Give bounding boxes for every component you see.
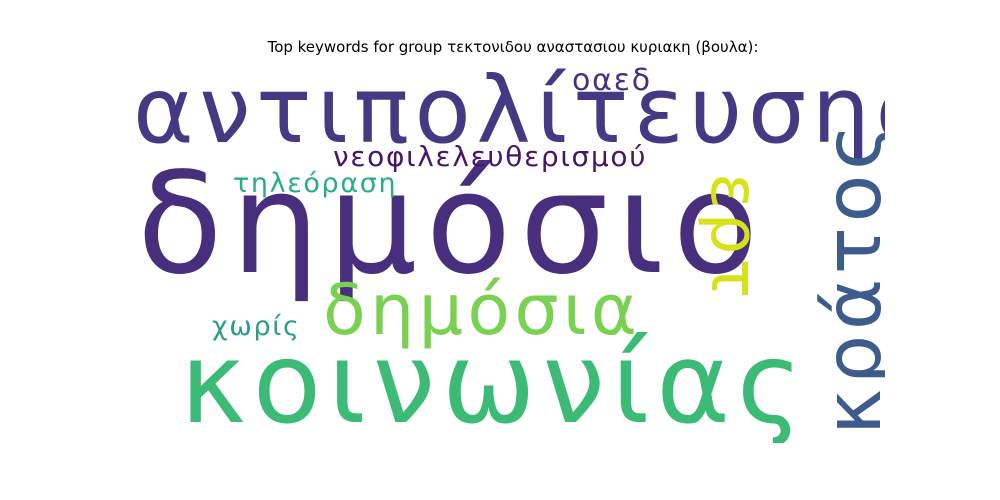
- word-antipolitefsis: αντιπολίτευσης: [133, 63, 885, 164]
- word-dimosio: δημόσιο: [137, 143, 767, 306]
- word-cloud: αντιπολίτευσης δημόσιο κοινωνίας δημόσια…: [125, 63, 885, 443]
- word-neofileleftherismou: νεοφιλελευθερισμού: [333, 140, 648, 173]
- word-dimosia: δημόσια: [323, 269, 642, 351]
- word-ert: ερτ: [696, 173, 773, 303]
- word-koinonias: κοινωνίας: [180, 319, 810, 443]
- word-choris: χωρίς: [212, 311, 301, 342]
- chart-title: Top keywords for group τεκτονιδου αναστα…: [267, 38, 759, 56]
- word-kratos: κράτος: [809, 119, 885, 435]
- word-oaed: οαεδ: [572, 63, 652, 98]
- word-tileorasi: τηλεόραση: [233, 168, 398, 199]
